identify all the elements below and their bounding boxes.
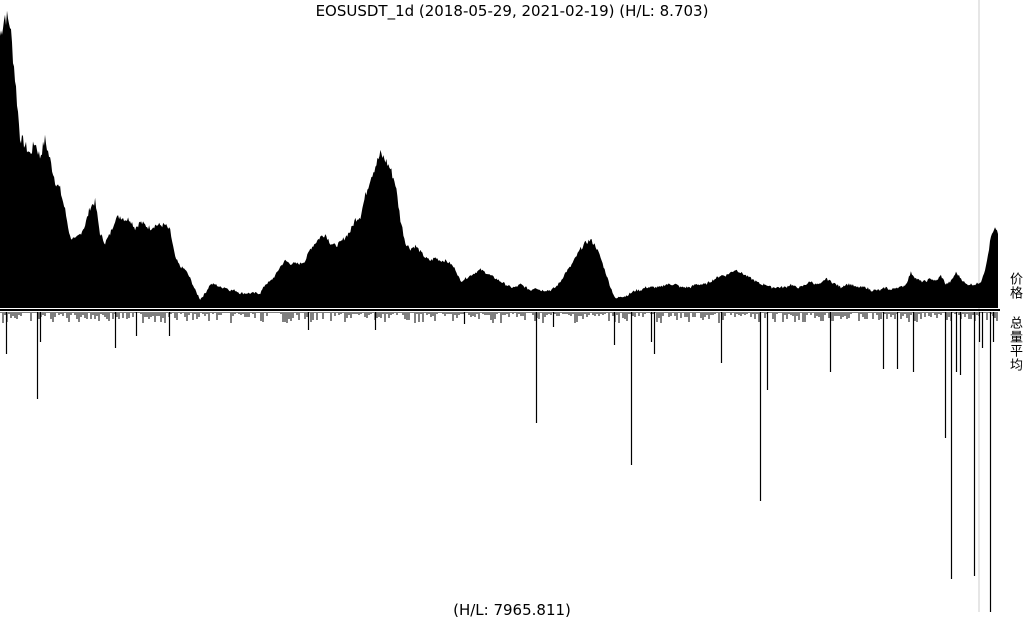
volume-bars [0, 312, 998, 612]
volume-axis-label: 总量平均 [1007, 316, 1022, 372]
chart-title: EOSUSDT_1d (2018-05-29, 2021-02-19) (H/L… [315, 2, 709, 20]
price-axis-label: 价格 [1007, 272, 1022, 300]
price-area [0, 10, 998, 309]
volume-hl-label: (H/L: 7965.811) [453, 601, 571, 619]
